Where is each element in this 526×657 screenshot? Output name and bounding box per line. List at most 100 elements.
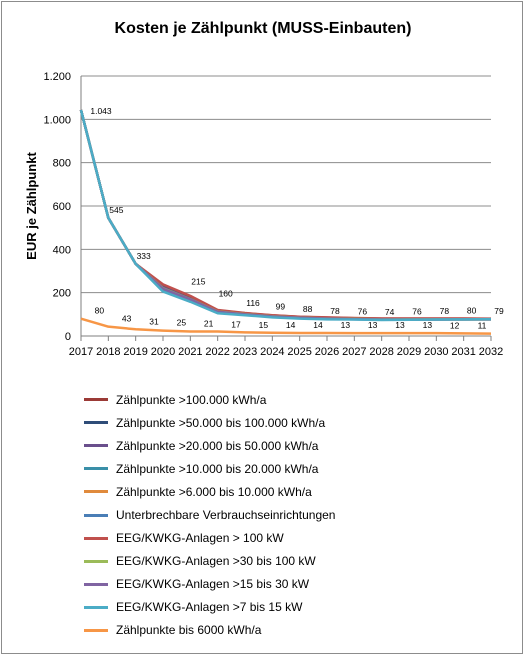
legend-item: Zählpunkte >100.000 kWh/a <box>84 388 484 411</box>
legend-label: Zählpunkte >100.000 kWh/a <box>116 392 267 407</box>
legend-swatch <box>84 559 108 563</box>
x-tick-label: 2017 <box>69 346 93 358</box>
x-tick-label: 2026 <box>315 346 339 358</box>
legend-label: Zählpunkte >6.000 bis 10.000 kWh/a <box>116 484 312 499</box>
legend-swatch <box>84 513 108 517</box>
data-label: 14 <box>286 320 296 330</box>
legend-label: EEG/KWKG-Anlagen >7 bis 15 kW <box>116 600 303 615</box>
legend-item: Unterbrechbare Verbrauchseinrichtungen <box>84 503 484 526</box>
data-label: 160 <box>219 288 233 298</box>
data-label: 88 <box>303 304 313 314</box>
data-label: 17 <box>231 319 241 329</box>
data-label: 13 <box>395 320 405 330</box>
data-label: 13 <box>423 320 433 330</box>
series-line <box>79 109 492 321</box>
legend-item: Zählpunkte bis 6000 kWh/a <box>84 619 484 642</box>
x-tick-label: 2032 <box>479 346 503 358</box>
y-tick-label: 0 <box>65 331 71 343</box>
series-line <box>79 109 491 321</box>
legend-item: Zählpunkte >20.000 bis 50.000 kWh/a <box>84 434 484 457</box>
legend-swatch <box>84 582 108 586</box>
data-label: 99 <box>276 302 286 312</box>
x-tick-label: 2023 <box>233 346 257 358</box>
legend-item: EEG/KWKG-Anlagen >7 bis 15 kW <box>84 596 484 619</box>
legend-item: Zählpunkte >50.000 bis 100.000 kWh/a <box>84 411 484 434</box>
data-label: 14 <box>313 320 323 330</box>
x-tick-label: 2029 <box>397 346 421 358</box>
legend-swatch <box>84 444 108 448</box>
data-label: 74 <box>385 307 395 317</box>
legend-label: Zählpunkte bis 6000 kWh/a <box>116 623 262 638</box>
series-line <box>79 109 492 321</box>
data-label: 43 <box>122 314 132 324</box>
x-tick-label: 2028 <box>369 346 393 358</box>
legend-item: EEG/KWKG-Anlagen > 100 kW <box>84 527 484 550</box>
series-line <box>80 317 492 335</box>
x-tick-label: 2024 <box>260 346 284 358</box>
data-label: 76 <box>412 307 422 317</box>
series-line <box>79 109 492 320</box>
x-tick-label: 2020 <box>151 346 175 358</box>
x-tick-label: 2022 <box>205 346 229 358</box>
series-line <box>79 109 492 321</box>
data-label: 12 <box>450 320 460 330</box>
y-axis-title: EUR je Zählpunkt <box>24 152 39 260</box>
data-label: 76 <box>358 307 368 317</box>
chart-title: Kosten je Zählpunkt (MUSS-Einbauten) <box>114 20 412 37</box>
data-label: 116 <box>246 298 260 308</box>
legend-item: Zählpunkte >6.000 bis 10.000 kWh/a <box>84 480 484 503</box>
data-label: 11 <box>478 321 487 331</box>
legend-swatch <box>84 605 108 609</box>
data-label: 13 <box>341 320 351 330</box>
y-tick-label: 800 <box>53 158 71 170</box>
x-tick-label: 2031 <box>451 346 475 358</box>
y-tick-label: 1.000 <box>43 114 71 126</box>
series-line <box>79 109 491 321</box>
x-tick-label: 2021 <box>178 346 202 358</box>
data-label: 78 <box>440 306 450 316</box>
data-label: 31 <box>149 316 159 326</box>
y-tick-label: 1.200 <box>43 71 71 83</box>
legend-item: Zählpunkte >10.000 bis 20.000 kWh/a <box>84 457 484 480</box>
data-label: 545 <box>109 205 123 215</box>
y-tick-label: 400 <box>53 244 71 256</box>
legend-swatch <box>84 421 108 425</box>
series-line <box>79 109 491 321</box>
data-label: 21 <box>204 318 214 328</box>
legend-label: Zählpunkte >20.000 bis 50.000 kWh/a <box>116 438 319 453</box>
x-tick-label: 2025 <box>287 346 311 358</box>
y-tick-label: 600 <box>53 201 71 213</box>
legend-label: Zählpunkte >50.000 bis 100.000 kWh/a <box>116 415 326 430</box>
series-line <box>79 109 491 321</box>
y-tick-label: 200 <box>53 288 71 300</box>
chart-legend: Zählpunkte >100.000 kWh/a Zählpunkte >50.… <box>84 388 484 642</box>
data-label: 80 <box>95 306 105 316</box>
data-label: 80 <box>467 306 477 316</box>
legend-swatch <box>84 628 108 632</box>
data-label: 79 <box>494 306 504 316</box>
legend-swatch <box>84 467 108 471</box>
data-label: 78 <box>330 306 340 316</box>
legend-swatch <box>84 536 108 540</box>
data-label: 215 <box>191 276 205 286</box>
data-label: 15 <box>259 320 269 330</box>
legend-item: EEG/KWKG-Anlagen >15 bis 30 kW <box>84 573 484 596</box>
x-tick-label: 2018 <box>96 346 120 358</box>
x-tick-label: 2030 <box>424 346 448 358</box>
x-tick-label: 2027 <box>342 346 366 358</box>
legend-swatch <box>84 490 108 494</box>
legend-label: Unterbrechbare Verbrauchseinrichtungen <box>116 508 336 523</box>
data-label: 25 <box>177 318 187 328</box>
legend-label: EEG/KWKG-Anlagen >15 bis 30 kW <box>116 577 310 592</box>
legend-label: EEG/KWKG-Anlagen > 100 kW <box>116 531 284 546</box>
x-tick-label: 2019 <box>123 346 147 358</box>
data-label: 333 <box>137 251 151 261</box>
data-label: 1.043 <box>90 106 112 116</box>
legend-label: EEG/KWKG-Anlagen >30 bis 100 kW <box>116 554 316 569</box>
legend-swatch <box>84 398 108 402</box>
series-line <box>79 109 491 321</box>
data-label: 13 <box>368 320 378 330</box>
series-line <box>79 109 492 322</box>
